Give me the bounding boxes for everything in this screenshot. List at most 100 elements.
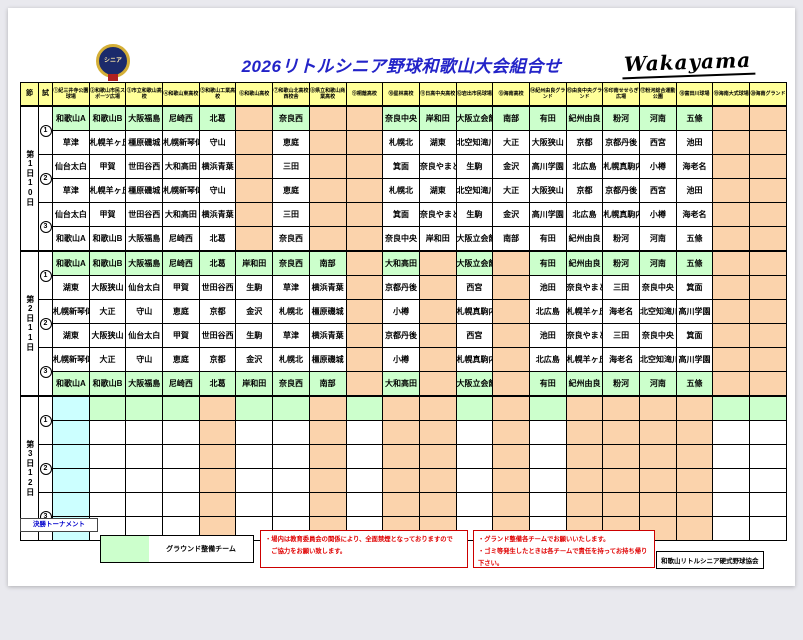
team-cell: 甲賀 [88, 154, 127, 179]
empty-cell [712, 178, 751, 203]
team-cell: 河南 [639, 250, 677, 276]
empty-cell [528, 420, 567, 445]
team-cell: 札幌北 [382, 178, 420, 203]
empty-cell [125, 395, 164, 421]
empty-cell [308, 202, 347, 227]
notice-ground-duty-line1: ・グランド整備各チームでお願いいたします。 [478, 536, 610, 543]
empty-cell [52, 468, 90, 493]
team-cell: 北広島 [528, 299, 567, 324]
venue-header: ③市立和歌山高校 [125, 82, 164, 107]
team-cell: 高川学園 [675, 347, 714, 372]
team-cell: 札幌羊ヶ丘 [565, 347, 604, 372]
team-cell: 箕面 [382, 202, 420, 227]
team-cell: 甲賀 [162, 323, 200, 348]
venue-header: ⑪日高中央高校 [418, 82, 457, 107]
team-cell: 三田 [602, 275, 640, 300]
empty-cell [749, 395, 787, 421]
empty-cell [749, 226, 787, 252]
empty-cell [418, 275, 457, 300]
empty-cell [749, 299, 787, 324]
empty-cell [418, 371, 457, 397]
empty-cell [345, 275, 384, 300]
team-cell: 岸和田 [418, 105, 457, 131]
empty-cell [712, 468, 751, 493]
team-cell: 南部 [308, 371, 347, 397]
venue-header: ⑯印南せせらぎ広場 [602, 82, 640, 107]
team-cell: 札幌真駒内 [455, 299, 494, 324]
empty-cell [308, 395, 347, 421]
team-cell: 紀州由良 [565, 105, 604, 131]
empty-cell [528, 395, 567, 421]
team-cell: 大阪立会館 [455, 250, 494, 276]
team-cell: 北葛 [198, 371, 237, 397]
team-cell: 横浜青葉 [308, 323, 347, 348]
empty-cell [235, 468, 274, 493]
team-cell: 京都丹後 [602, 130, 640, 155]
empty-cell [345, 444, 384, 469]
empty-cell [675, 444, 714, 469]
team-cell: 池田 [675, 178, 714, 203]
empty-cell [528, 444, 567, 469]
empty-cell [345, 105, 384, 131]
venue-header: ⑰粉河総合運動公園 [639, 82, 677, 107]
empty-cell [639, 468, 677, 493]
venue-header: ⑤和歌山工業高校 [198, 82, 237, 107]
empty-cell [712, 516, 751, 541]
team-cell: 草津 [52, 130, 90, 155]
empty-cell [125, 468, 164, 493]
empty-cell [382, 444, 420, 469]
team-cell: 有田 [528, 371, 567, 397]
team-cell: 北広島 [565, 154, 604, 179]
empty-cell [639, 444, 677, 469]
team-cell: 箕面 [382, 154, 420, 179]
document-page: シニア 2026リトルシニア野球和歌山大会組合せ Wakayama 節試 ①紀三井… [8, 8, 795, 586]
empty-cell [345, 395, 384, 421]
team-cell: 箕面 [675, 275, 714, 300]
little-senior-badge-logo: シニア [96, 44, 130, 81]
team-cell: 北葛 [198, 226, 237, 252]
empty-cell [492, 395, 530, 421]
notice-no-smoking-line1: ・場内は教育委員会の関係により、全面禁煙となっておりますので [265, 536, 453, 543]
empty-cell [125, 492, 164, 517]
team-cell: 和歌山A [52, 250, 90, 276]
empty-cell [712, 323, 751, 348]
team-cell: 恵庭 [272, 130, 310, 155]
empty-cell [308, 154, 347, 179]
day-label-cell: 第2日11日 [20, 250, 39, 397]
team-cell: 大正 [88, 299, 127, 324]
team-cell: 奈良やまと [565, 323, 604, 348]
empty-cell [602, 444, 640, 469]
team-cell: 三田 [272, 154, 310, 179]
team-cell: 三田 [602, 323, 640, 348]
team-cell: 大阪福島 [125, 226, 164, 252]
empty-cell [272, 468, 310, 493]
team-cell: 大和高田 [382, 371, 420, 397]
venue-header: ⑩星林高校 [382, 82, 420, 107]
ground-team-legend: グラウンド整備チーム [100, 535, 254, 563]
empty-cell [418, 347, 457, 372]
empty-cell [749, 468, 787, 493]
game-number-cell: 3 [38, 492, 53, 541]
notice-ground-duty-line2: ・ゴミ等発生したときは各チームで責任を持ってお持ち帰り下さい。 [478, 547, 648, 567]
empty-cell [712, 105, 751, 131]
empty-cell [52, 420, 90, 445]
team-cell: 恵庭 [272, 178, 310, 203]
empty-cell [125, 420, 164, 445]
team-cell: 海老名 [602, 347, 640, 372]
team-cell: 札幌羊ヶ丘 [88, 178, 127, 203]
empty-cell [308, 420, 347, 445]
empty-cell [492, 444, 530, 469]
empty-cell [235, 444, 274, 469]
empty-cell [418, 492, 457, 517]
empty-cell [675, 492, 714, 517]
team-cell: 尼崎西 [162, 105, 200, 131]
team-cell: 金沢 [235, 299, 274, 324]
team-cell: 生駒 [455, 154, 494, 179]
empty-cell [712, 371, 751, 397]
empty-cell [345, 130, 384, 155]
empty-cell [308, 492, 347, 517]
empty-cell [712, 299, 751, 324]
empty-cell [712, 347, 751, 372]
team-cell: 西宮 [639, 130, 677, 155]
empty-cell [528, 468, 567, 493]
